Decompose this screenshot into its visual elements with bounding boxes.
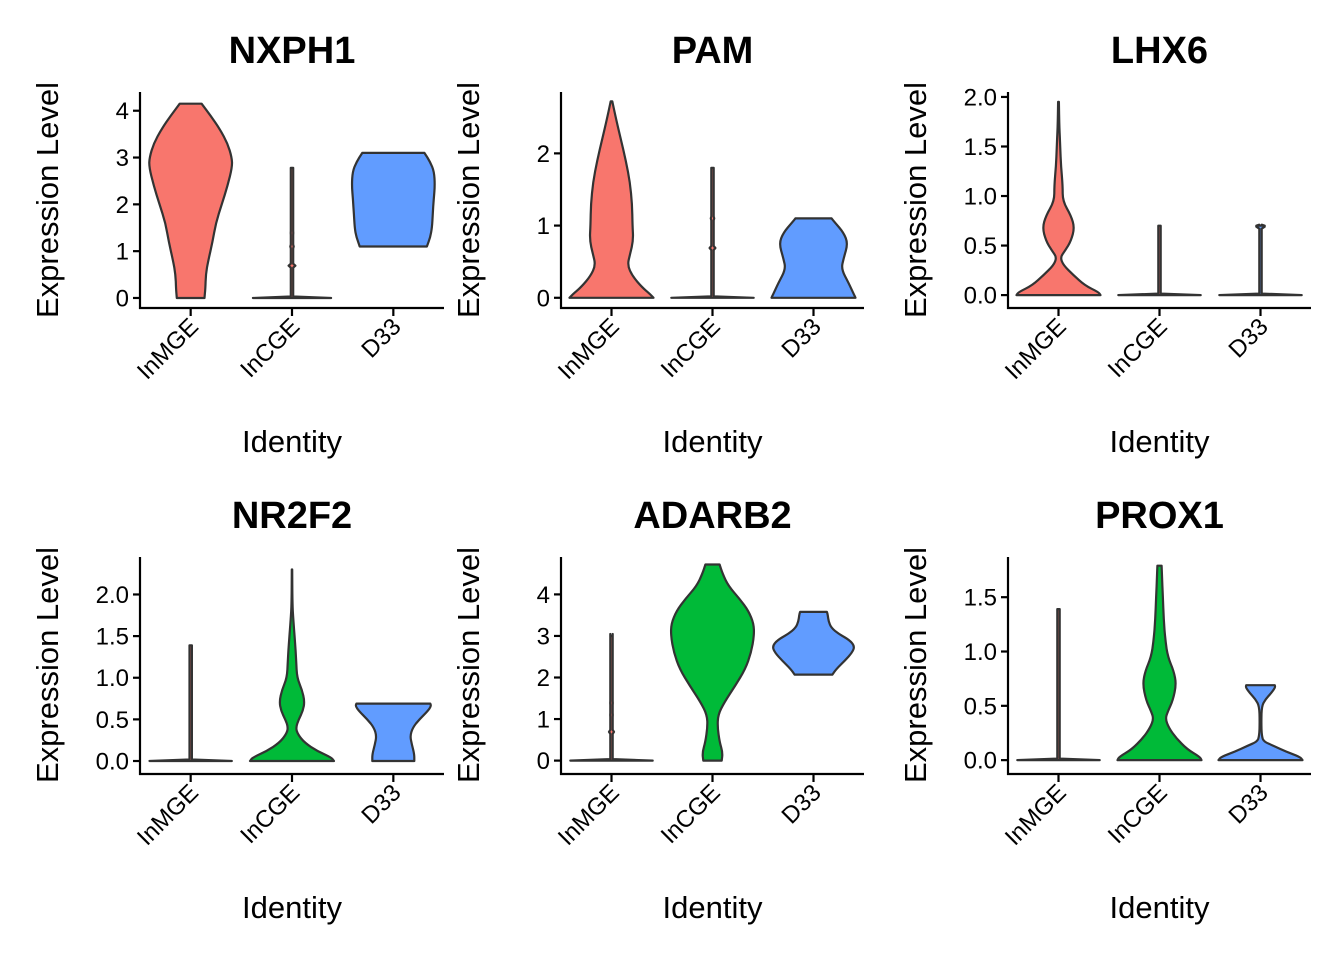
violin-d33: [770, 217, 857, 299]
y-tick-label: 0.5: [964, 693, 997, 720]
violin-incge: [251, 166, 333, 300]
x-axis-title: Identity: [1110, 424, 1210, 459]
y-tick-label: 4: [537, 582, 550, 609]
x-axis-title: Identity: [663, 890, 763, 925]
y-tick-label: 1.0: [964, 184, 997, 211]
y-tick-label: 0: [537, 748, 550, 775]
violin-incge: [248, 568, 336, 763]
x-axis-title: Identity: [1110, 890, 1210, 925]
violin-inmge: [568, 100, 655, 299]
y-tick-label: 2.0: [96, 582, 129, 609]
y-axis-title: Expression Level: [30, 82, 65, 318]
violin-incge: [669, 563, 756, 762]
y-tick-label: 2.0: [964, 84, 997, 111]
y-tick-label: 1.5: [964, 134, 997, 161]
panel-title: NXPH1: [229, 30, 356, 72]
y-tick-label: 2: [537, 141, 550, 168]
y-tick-label: 1: [537, 707, 550, 734]
panel-title: NR2F2: [232, 495, 352, 537]
y-tick-label: 1.0: [964, 639, 997, 666]
violin-inmge: [1015, 100, 1102, 297]
y-tick-label: 2: [116, 192, 129, 219]
violin-incge: [1117, 224, 1202, 297]
violin-inmge: [1016, 608, 1101, 762]
violin-inmge: [148, 102, 234, 300]
violin-d33: [354, 702, 432, 763]
violin-d33: [1217, 684, 1304, 762]
violin-d33: [1218, 223, 1303, 297]
y-tick-label: 0.5: [964, 233, 997, 260]
y-tick-label: 3: [116, 145, 129, 172]
y-tick-label: 0: [537, 285, 550, 312]
x-axis-title: Identity: [242, 424, 342, 459]
violin-incge: [670, 166, 755, 299]
panel-title: LHX6: [1111, 30, 1208, 72]
y-tick-label: 4: [116, 98, 129, 125]
y-tick-label: 3: [537, 623, 550, 650]
panel-title: PAM: [672, 30, 754, 72]
y-tick-label: 1.5: [964, 585, 997, 612]
y-tick-label: 2: [537, 665, 550, 692]
violin-inmge: [148, 644, 233, 763]
y-tick-label: 0.0: [96, 749, 129, 776]
violin-d33: [350, 151, 436, 248]
y-tick-label: 1.0: [96, 665, 129, 692]
violin-incge: [1116, 564, 1203, 762]
violin-d33: [772, 610, 855, 676]
y-tick-label: 1: [537, 213, 550, 240]
y-axis-title: Expression Level: [451, 547, 486, 783]
y-axis-title: Expression Level: [30, 547, 65, 783]
panel-title: PROX1: [1095, 495, 1224, 537]
x-axis-title: Identity: [663, 424, 763, 459]
panel-title: ADARB2: [633, 495, 791, 537]
y-tick-label: 1.5: [96, 624, 129, 651]
y-axis-title: Expression Level: [898, 82, 933, 318]
violin-inmge: [569, 632, 654, 762]
y-axis-title: Expression Level: [898, 547, 933, 783]
y-tick-label: 0: [116, 285, 129, 312]
y-tick-label: 0.5: [96, 707, 129, 734]
y-tick-label: 1: [116, 239, 129, 266]
x-axis-title: Identity: [242, 890, 342, 925]
y-tick-label: 0.0: [964, 283, 997, 310]
y-tick-label: 0.0: [964, 748, 997, 775]
y-axis-title: Expression Level: [451, 82, 486, 318]
